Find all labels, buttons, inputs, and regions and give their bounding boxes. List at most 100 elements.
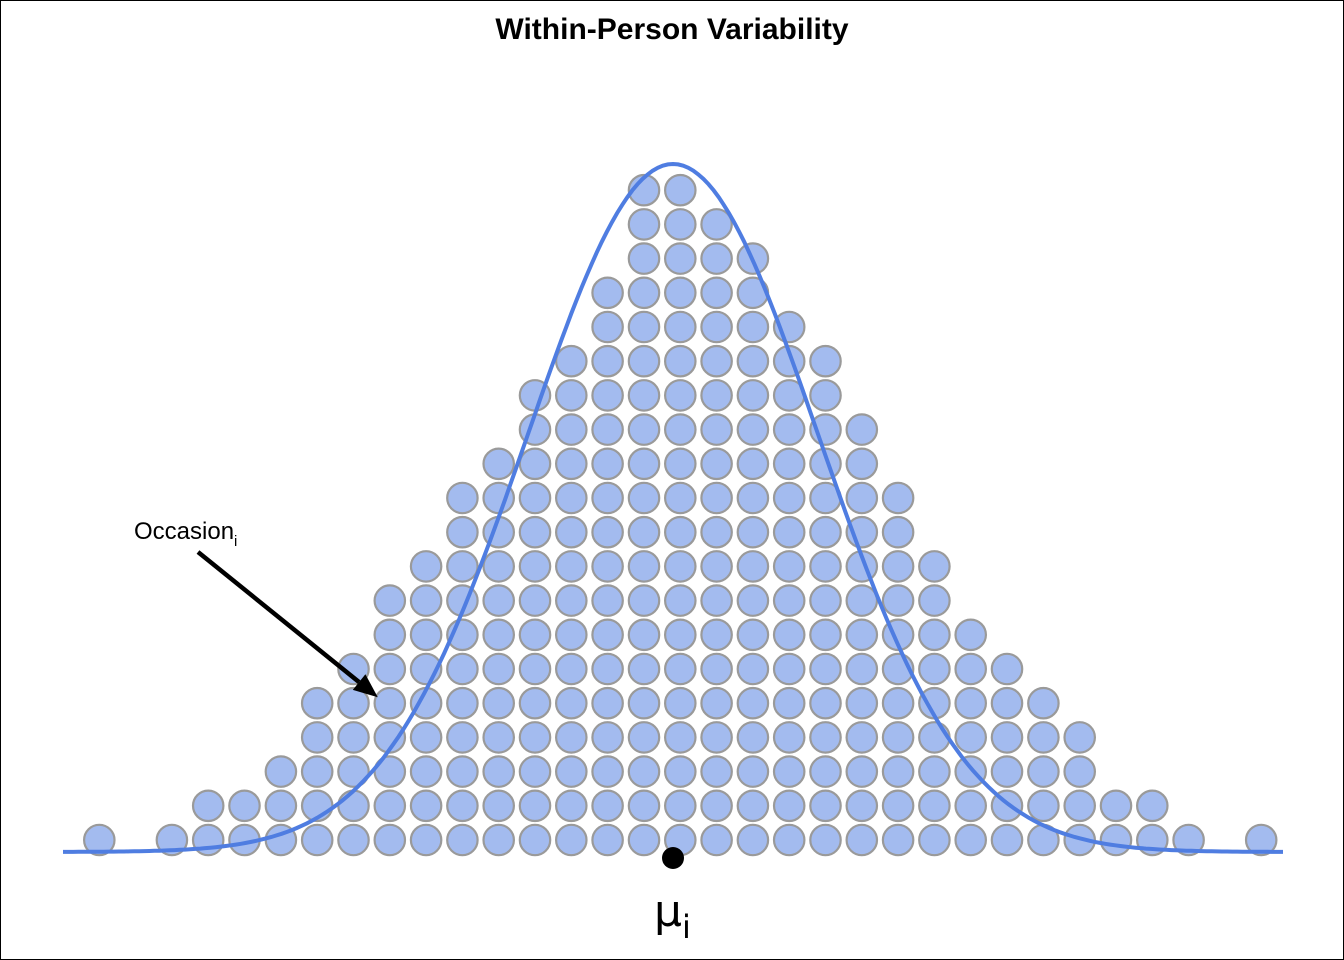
occasion-dot [663,515,697,549]
occasion-dot [736,447,770,481]
occasion-dot [700,447,733,481]
occasion-dot [990,652,1024,686]
occasion-dot [809,789,842,823]
occasion-dot [918,755,951,788]
occasion-dot [591,789,624,823]
occasion-dot [736,515,770,549]
occasion-dot [663,721,697,754]
occasion-dot [627,379,661,412]
occasion-dot [446,755,479,788]
occasion-dot [1172,823,1205,857]
mean-label: μi [654,886,691,946]
occasion-dot [1099,823,1133,857]
occasion-dot [627,515,661,549]
occasion-dot [554,413,588,446]
occasion-dot [1063,721,1096,754]
occasion-dot [518,584,552,617]
occasion-dot [1027,686,1060,720]
occasion-dot [554,686,588,720]
occasion-dot [446,550,479,583]
occasion-dot [591,379,624,412]
occasion-dot [337,755,370,788]
occasion-dot [373,721,407,754]
occasion-dot [337,789,370,823]
occasion-dot [409,755,443,788]
occasion-dot [700,584,733,617]
occasion-dot [772,652,806,686]
occasion-dot [700,481,733,515]
occasion-dot [554,515,588,549]
occasion-dot [700,789,733,823]
occasion-dot [627,550,661,583]
occasion-dot [627,652,661,686]
occasion-dot [663,652,697,686]
occasion-dot [1027,755,1060,788]
occasion-dot [627,686,661,720]
occasion-dot [591,276,624,310]
annotation-arrowhead [352,674,378,698]
occasion-dot [446,823,479,857]
occasion-dot [627,413,661,446]
occasion-dot [809,823,842,857]
occasion-dot [809,686,842,720]
occasion-dot [845,584,879,617]
occasion-dot [736,413,770,446]
occasion-dot [663,208,697,241]
occasion-dot [264,789,298,823]
occasion-dot [845,481,879,515]
occasion-dot [591,584,624,617]
mean-point [662,847,684,869]
occasion-dot [627,721,661,754]
occasion-dot [591,481,624,515]
occasion-dot [446,515,479,549]
occasion-dot [809,584,842,617]
occasion-dot [736,618,770,652]
occasion-dot [591,618,624,652]
occasion-dot [1244,823,1278,857]
occasion-dot [554,823,588,857]
occasion-dot [446,686,479,720]
occasion-dot [663,584,697,617]
normal-density-curve [63,161,1283,854]
occasion-dot [482,550,515,583]
occasion-dot [736,310,770,344]
dot-layer [83,173,1278,857]
occasion-dot [772,515,806,549]
occasion-dot [663,447,697,481]
occasion-dot [446,721,479,754]
occasion-dot [373,686,407,720]
mean-label-symbol: μ [654,886,682,937]
occasion-dot [845,789,879,823]
occasion-dot [772,721,806,754]
occasion-dot [627,618,661,652]
occasion-dot [554,447,588,481]
occasion-dot [482,823,515,857]
occasion-dot [918,721,951,754]
occasion-dot [809,652,842,686]
occasion-dot [700,242,733,275]
occasion-dot [1099,789,1133,823]
occasion-dot [482,721,515,754]
occasion-dot [772,618,806,652]
occasion-dot [627,823,661,857]
occasion-dot [736,789,770,823]
occasion-dot [627,584,661,617]
occasion-dot [554,755,588,788]
occasion-dot [228,789,261,823]
occasion-dot [518,823,552,857]
occasion-dot [409,789,443,823]
occasion-dot [700,208,733,241]
occasion-dot [518,515,552,549]
occasion-dot [627,447,661,481]
occasion-dot [736,550,770,583]
occasion-dot [845,618,879,652]
occasion-dot [627,242,661,275]
occasion-dot [155,823,189,857]
occasion-dot [518,686,552,720]
occasion-dot [918,789,951,823]
occasion-dot [990,721,1024,754]
occasion-dot [663,310,697,344]
occasion-dot [591,686,624,720]
